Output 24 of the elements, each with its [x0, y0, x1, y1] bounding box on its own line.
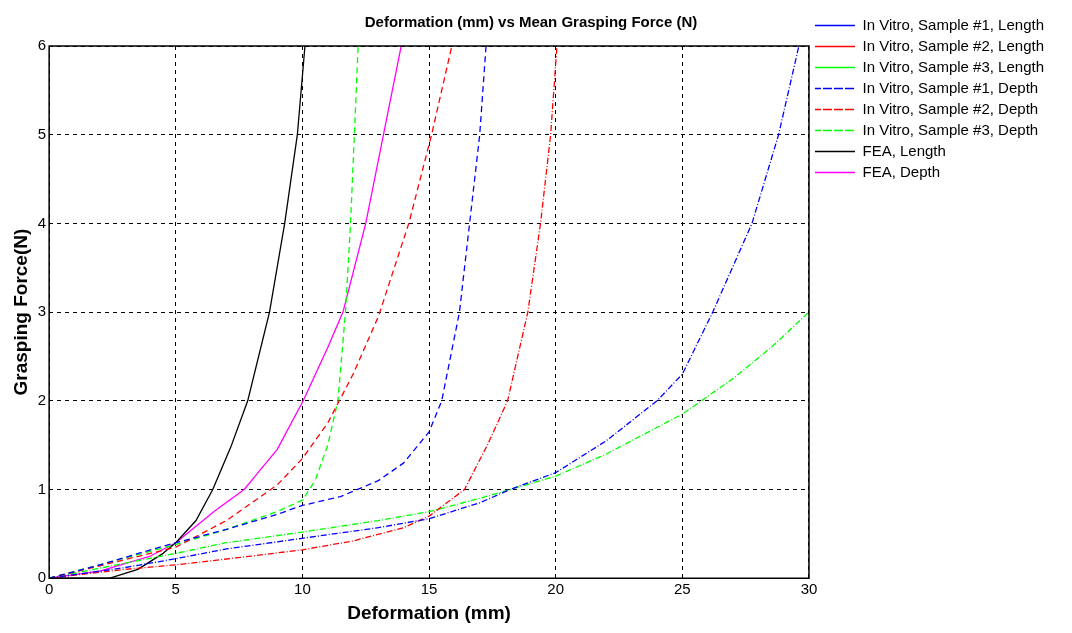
x-tick-label: 15	[420, 580, 438, 598]
x-tick-label: 5	[171, 580, 180, 598]
legend-label: FEA, Depth	[862, 162, 941, 180]
legend-label: FEA, Length	[862, 141, 946, 159]
y-tick-label: 4	[37, 213, 47, 231]
x-tick-label: 10	[294, 580, 311, 598]
y-tick-label: 3	[37, 302, 47, 320]
x-tick-label: 20	[547, 580, 565, 598]
chart-title: Deformation (mm) vs Mean Grasping Force (N)	[364, 13, 698, 31]
legend-label: In Vitro, Sample #2, Length	[862, 36, 1045, 54]
legend-label: In Vitro, Sample #3, Depth	[862, 120, 1039, 138]
y-tick-label: 5	[37, 124, 47, 142]
y-axis-title: Grasping Force(N)	[9, 228, 31, 396]
x-tick-label: 25	[674, 580, 691, 598]
legend-label: In Vitro, Sample #3, Length	[862, 57, 1045, 75]
y-tick-label: 0	[37, 568, 47, 586]
x-tick-label: 30	[800, 580, 818, 598]
y-tick-label: 6	[37, 36, 47, 54]
y-tick-label: 1	[37, 479, 47, 497]
legend-label: In Vitro, Sample #2, Depth	[862, 99, 1039, 117]
legend-label: In Vitro, Sample #1, Length	[862, 15, 1045, 33]
legend-label: In Vitro, Sample #1, Depth	[862, 78, 1039, 96]
y-tick-label: 2	[37, 390, 47, 408]
x-axis-title: Deformation (mm)	[347, 601, 511, 623]
